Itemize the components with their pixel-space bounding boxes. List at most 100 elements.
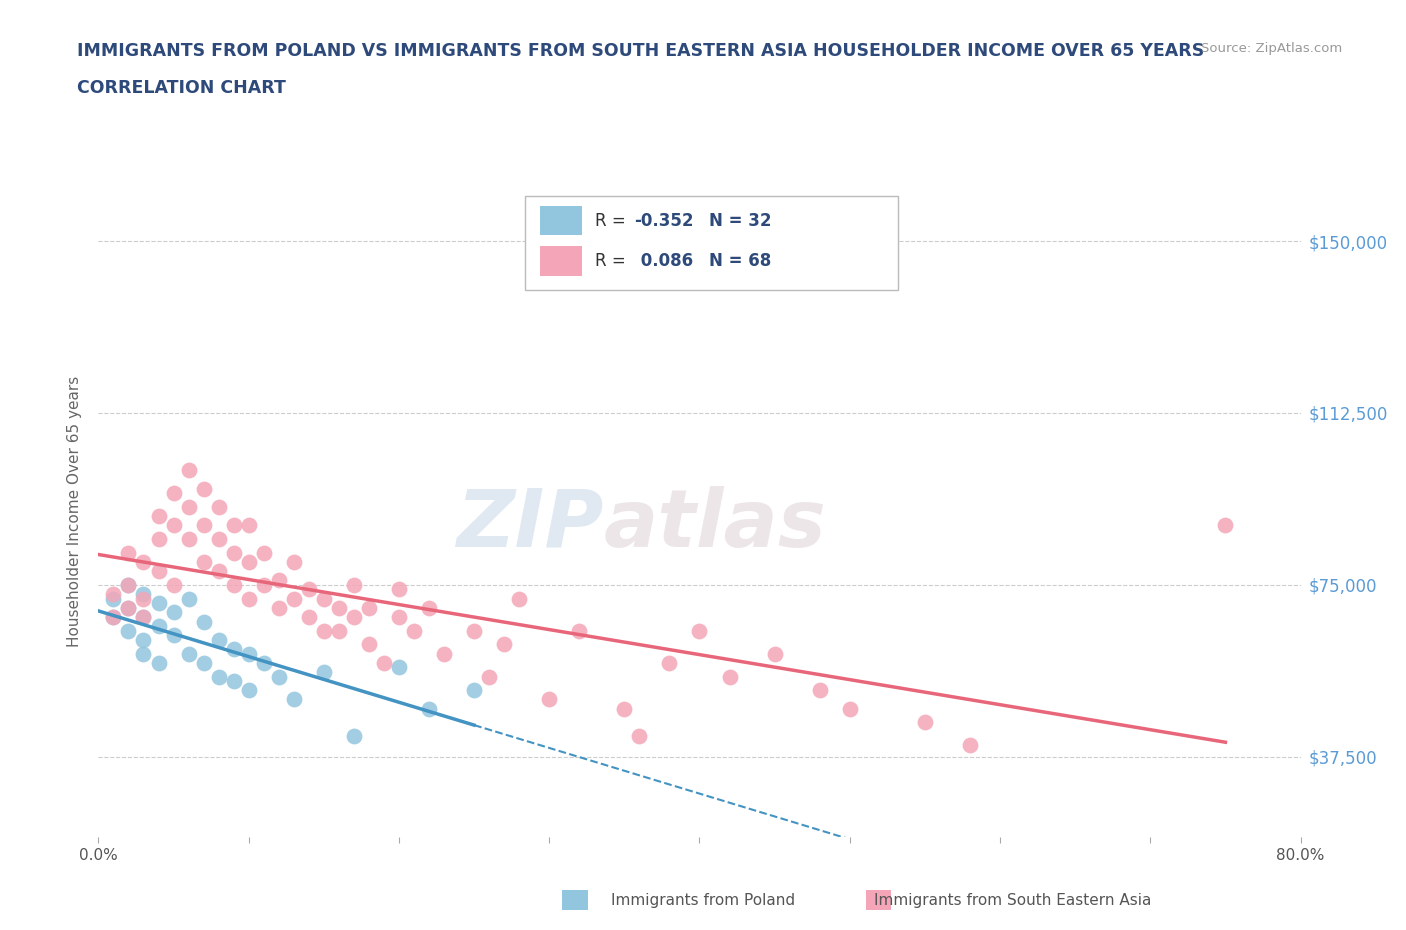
Point xyxy=(463,683,485,698)
Point xyxy=(388,660,411,675)
Point xyxy=(193,518,215,533)
Point xyxy=(343,578,366,592)
Point xyxy=(328,623,350,638)
Point xyxy=(208,532,231,547)
Point xyxy=(613,701,636,716)
Point xyxy=(689,623,711,638)
Point xyxy=(193,554,215,569)
Point xyxy=(103,609,125,624)
Point xyxy=(148,564,170,578)
Point xyxy=(148,509,170,524)
Point xyxy=(388,582,411,597)
Point xyxy=(959,737,981,752)
Text: atlas: atlas xyxy=(603,485,827,564)
Point xyxy=(914,715,936,730)
Point xyxy=(162,518,184,533)
Point xyxy=(418,701,440,716)
Point xyxy=(132,554,155,569)
Point xyxy=(117,601,139,616)
Text: ZIP: ZIP xyxy=(456,485,603,564)
Point xyxy=(117,601,139,616)
Point xyxy=(177,463,200,478)
Point xyxy=(538,692,561,707)
Point xyxy=(148,596,170,611)
Point xyxy=(373,656,395,671)
Point xyxy=(162,628,184,643)
Bar xyxy=(562,890,588,910)
Point xyxy=(208,669,231,684)
Point xyxy=(763,646,786,661)
Y-axis label: Householder Income Over 65 years: Householder Income Over 65 years xyxy=(67,376,83,647)
Point xyxy=(253,545,276,560)
Point xyxy=(132,587,155,602)
Point xyxy=(238,646,260,661)
Point xyxy=(162,485,184,500)
Point xyxy=(103,591,125,606)
Point xyxy=(103,587,125,602)
Point xyxy=(283,554,305,569)
Bar xyxy=(540,246,582,275)
Point xyxy=(838,701,860,716)
Point xyxy=(222,545,245,560)
Point xyxy=(132,591,155,606)
Point xyxy=(494,637,516,652)
Point xyxy=(658,656,681,671)
Text: R =: R = xyxy=(595,252,631,270)
Point xyxy=(508,591,530,606)
Point xyxy=(343,609,366,624)
Point xyxy=(478,669,501,684)
Point xyxy=(628,729,651,744)
Point xyxy=(162,604,184,619)
Point xyxy=(132,632,155,647)
Point xyxy=(238,554,260,569)
Point xyxy=(718,669,741,684)
Bar xyxy=(526,196,898,290)
Point xyxy=(193,481,215,496)
Point xyxy=(193,614,215,629)
Text: R =: R = xyxy=(595,211,631,230)
Point xyxy=(222,673,245,688)
Point xyxy=(463,623,485,638)
Point xyxy=(177,499,200,514)
Text: Source: ZipAtlas.com: Source: ZipAtlas.com xyxy=(1202,42,1343,55)
Point xyxy=(132,646,155,661)
Point xyxy=(222,642,245,657)
Point xyxy=(117,578,139,592)
Point xyxy=(298,609,321,624)
Point xyxy=(148,656,170,671)
Point xyxy=(267,601,290,616)
Point xyxy=(568,623,591,638)
Point xyxy=(177,646,200,661)
Point xyxy=(418,601,440,616)
Point xyxy=(388,609,411,624)
Text: CORRELATION CHART: CORRELATION CHART xyxy=(77,79,287,97)
Point xyxy=(312,623,335,638)
Point xyxy=(298,582,321,597)
Point xyxy=(238,683,260,698)
Text: IMMIGRANTS FROM POLAND VS IMMIGRANTS FROM SOUTH EASTERN ASIA HOUSEHOLDER INCOME : IMMIGRANTS FROM POLAND VS IMMIGRANTS FRO… xyxy=(77,42,1205,60)
Text: 0.086: 0.086 xyxy=(634,252,693,270)
Text: Immigrants from South Eastern Asia: Immigrants from South Eastern Asia xyxy=(873,893,1152,908)
Point xyxy=(132,609,155,624)
Point xyxy=(117,578,139,592)
Point xyxy=(103,609,125,624)
Point xyxy=(283,692,305,707)
Point xyxy=(312,665,335,680)
Text: N = 68: N = 68 xyxy=(709,252,772,270)
Point xyxy=(117,545,139,560)
Point xyxy=(267,573,290,588)
Point xyxy=(177,591,200,606)
Point xyxy=(433,646,456,661)
Point xyxy=(132,609,155,624)
Point xyxy=(238,591,260,606)
Point xyxy=(808,683,831,698)
Point xyxy=(312,591,335,606)
Point xyxy=(162,578,184,592)
Point xyxy=(343,729,366,744)
Point xyxy=(208,564,231,578)
Point xyxy=(357,601,380,616)
Point xyxy=(177,532,200,547)
Bar xyxy=(540,206,582,235)
Point xyxy=(117,623,139,638)
Bar xyxy=(866,890,891,910)
